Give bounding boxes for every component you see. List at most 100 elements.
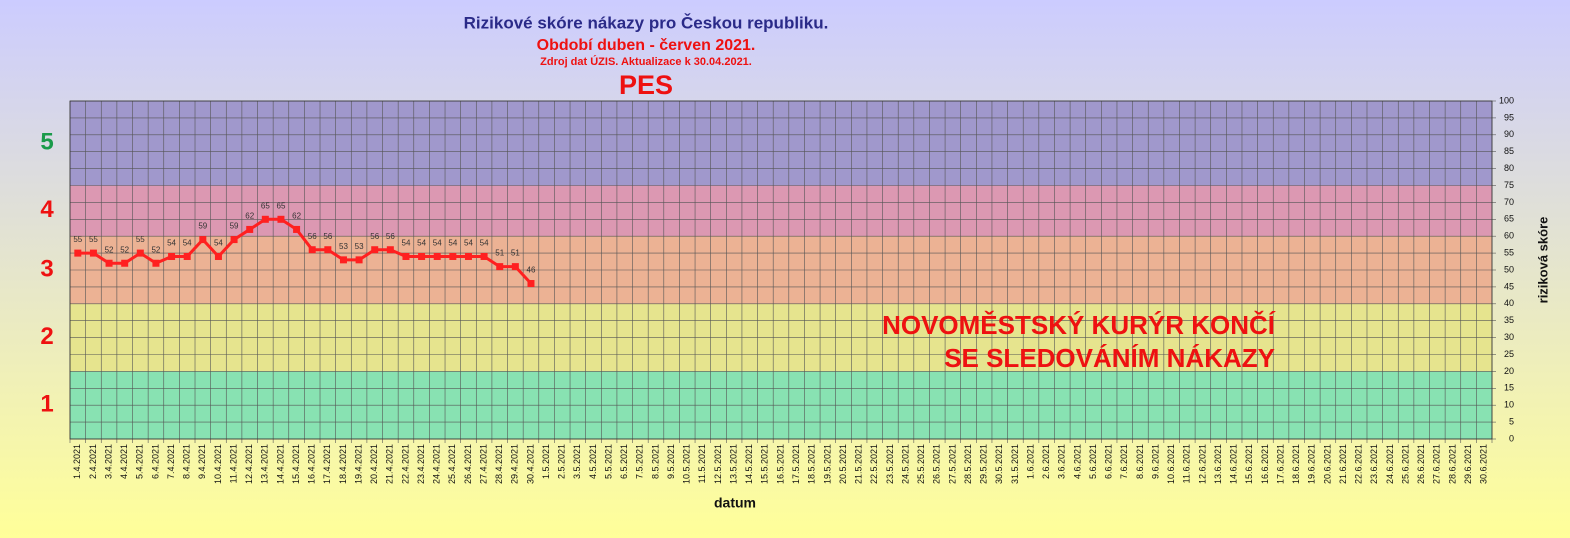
- x-tick-label: 10.4.2021: [213, 444, 223, 484]
- x-tick-label: 20.4.2021: [369, 444, 379, 484]
- y-tick-label: 80: [1504, 163, 1514, 173]
- x-tick-label: 7.5.2021: [635, 444, 645, 479]
- data-label: 62: [292, 212, 301, 221]
- x-tick-label: 4.5.2021: [588, 444, 598, 479]
- x-tick-label: 22.4.2021: [400, 444, 410, 484]
- x-tick-label: 24.5.2021: [900, 444, 910, 484]
- x-tick-label: 16.4.2021: [307, 444, 317, 484]
- x-tick-label: 9.4.2021: [197, 444, 207, 479]
- chart-subtitle: Období duben - červen 2021.: [537, 37, 756, 54]
- x-tick-label: 10.6.2021: [1166, 444, 1176, 484]
- x-tick-label: 26.5.2021: [932, 444, 942, 484]
- y-tick-label: 30: [1504, 332, 1514, 342]
- data-label: 62: [245, 212, 254, 221]
- x-tick-label: 3.4.2021: [103, 444, 113, 479]
- point: [464, 252, 472, 260]
- point: [308, 246, 316, 254]
- point: [136, 249, 144, 257]
- x-tick-label: 30.6.2021: [1479, 444, 1489, 484]
- risk-level-label: 3: [40, 255, 53, 282]
- x-tick-label: 20.6.2021: [1322, 444, 1332, 484]
- data-label: 54: [417, 239, 426, 248]
- risk-level-label: 4: [40, 196, 54, 223]
- x-tick-label: 21.4.2021: [385, 444, 395, 484]
- data-label: 54: [183, 239, 192, 248]
- point: [496, 263, 504, 271]
- x-tick-label: 15.4.2021: [291, 444, 301, 484]
- y-tick-label: 25: [1504, 349, 1514, 359]
- data-label: 55: [73, 235, 82, 244]
- x-tick-label: 15.6.2021: [1244, 444, 1254, 484]
- point: [449, 252, 457, 260]
- x-tick-label: 2.4.2021: [88, 444, 98, 479]
- point: [402, 252, 410, 260]
- y-tick-label: 0: [1509, 433, 1514, 443]
- data-label: 54: [464, 239, 473, 248]
- point: [386, 246, 394, 254]
- x-tick-label: 17.4.2021: [322, 444, 332, 484]
- x-tick-label: 16.5.2021: [775, 444, 785, 484]
- x-tick-label: 5.5.2021: [603, 444, 613, 479]
- point: [277, 215, 285, 223]
- x-tick-label: 4.4.2021: [119, 444, 129, 479]
- x-tick-label: 13.4.2021: [260, 444, 270, 484]
- y-tick-label: 40: [1504, 298, 1514, 308]
- x-tick-label: 19.4.2021: [353, 444, 363, 484]
- x-tick-label: 26.4.2021: [463, 444, 473, 484]
- x-tick-label: 27.5.2021: [947, 444, 957, 484]
- x-tick-label: 28.4.2021: [494, 444, 504, 484]
- data-label: 46: [527, 266, 536, 275]
- y-tick-label: 15: [1504, 383, 1514, 393]
- x-tick-label: 12.4.2021: [244, 444, 254, 484]
- data-label: 65: [261, 201, 270, 210]
- x-tick-label: 6.5.2021: [619, 444, 629, 479]
- y-tick-label: 65: [1504, 214, 1514, 224]
- x-tick-label: 8.5.2021: [650, 444, 660, 479]
- data-label: 56: [308, 232, 317, 241]
- data-label: 55: [136, 235, 145, 244]
- y-tick-label: 75: [1504, 180, 1514, 190]
- x-tick-label: 9.6.2021: [1150, 444, 1160, 479]
- x-tick-label: 1.4.2021: [72, 444, 82, 479]
- data-label: 54: [480, 239, 489, 248]
- x-tick-label: 28.5.2021: [963, 444, 973, 484]
- data-label: 56: [370, 232, 379, 241]
- x-tick-label: 9.5.2021: [666, 444, 676, 479]
- x-tick-label: 25.6.2021: [1400, 444, 1410, 484]
- point: [433, 252, 441, 260]
- x-tick-label: 29.4.2021: [510, 444, 520, 484]
- risk-band: [70, 101, 1492, 186]
- x-tick-label: 12.6.2021: [1197, 444, 1207, 484]
- x-tick-label: 7.4.2021: [166, 444, 176, 479]
- data-label: 54: [167, 239, 176, 248]
- point: [214, 252, 222, 260]
- annotation: SE SLEDOVÁNÍM NÁKAZY: [944, 343, 1275, 373]
- x-tick-label: 11.4.2021: [228, 444, 238, 483]
- y-tick-label: 95: [1504, 112, 1514, 122]
- x-tick-label: 8.4.2021: [182, 444, 192, 479]
- x-tick-label: 1.5.2021: [541, 444, 551, 479]
- x-tick-label: 16.6.2021: [1260, 444, 1270, 484]
- x-tick-label: 11.5.2021: [697, 444, 707, 483]
- point: [371, 246, 379, 254]
- x-tick-label: 6.4.2021: [150, 444, 160, 479]
- x-tick-label: 30.4.2021: [525, 444, 535, 484]
- x-tick-label: 18.4.2021: [338, 444, 348, 484]
- point: [152, 259, 160, 267]
- x-tick-label: 13.5.2021: [728, 444, 738, 484]
- data-label: 54: [433, 239, 442, 248]
- y-axis-label: riziková skóre: [1535, 217, 1550, 304]
- point: [355, 256, 363, 264]
- x-tick-label: 27.6.2021: [1432, 444, 1442, 484]
- y-tick-label: 90: [1504, 129, 1514, 139]
- x-tick-label: 28.6.2021: [1447, 444, 1457, 484]
- x-tick-label: 29.5.2021: [979, 444, 989, 484]
- y-tick-label: 70: [1504, 197, 1514, 207]
- x-axis-label: datum: [714, 495, 756, 511]
- x-tick-label: 3.5.2021: [572, 444, 582, 479]
- y-tick-label: 55: [1504, 247, 1514, 257]
- x-tick-label: 5.4.2021: [135, 444, 145, 479]
- x-tick-label: 22.6.2021: [1354, 444, 1364, 484]
- x-tick-label: 13.6.2021: [1213, 444, 1223, 484]
- x-tick-label: 31.5.2021: [1010, 444, 1020, 484]
